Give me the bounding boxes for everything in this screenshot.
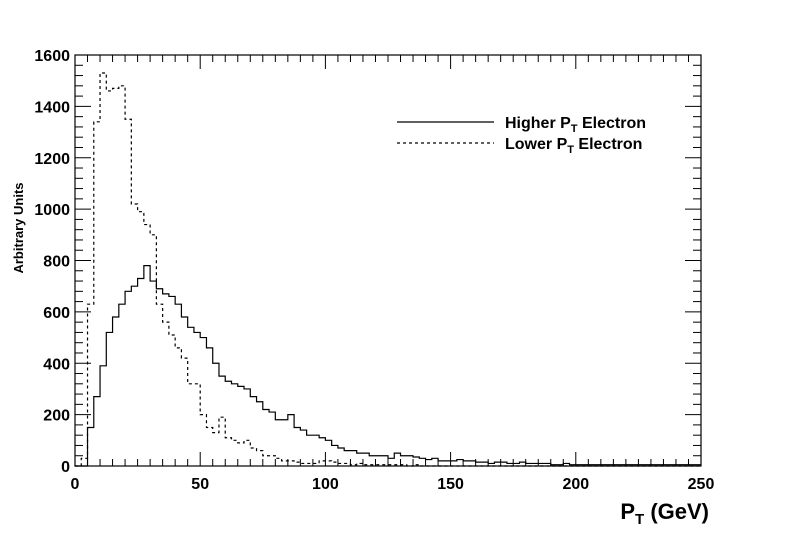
y-tick-label: 1200 (34, 151, 70, 168)
x-axis-title-main: P (620, 499, 635, 524)
x-tick-label: 0 (71, 476, 80, 493)
y-axis-title: Arbitrary Units (11, 182, 26, 273)
y-tick-label: 800 (43, 254, 70, 271)
x-tick-label: 50 (191, 476, 209, 493)
x-tick-label: 250 (688, 476, 715, 493)
y-tick-label: 600 (43, 305, 70, 322)
x-tick-label: 150 (437, 476, 464, 493)
x-tick-labels: 0 50 100 150 200 250 (71, 476, 715, 493)
series-higher-pt-electron (75, 265, 701, 467)
x-axis-title-sub: T (635, 511, 644, 528)
y-tick-label: 1000 (34, 202, 70, 219)
x-axis-title-rest: (GeV) (644, 499, 709, 524)
y-tick-label: 400 (43, 356, 70, 373)
plot-frame (74, 54, 702, 467)
y-tick-label: 0 (61, 459, 70, 476)
y-tick-label: 1400 (34, 99, 70, 116)
x-tick-label: 200 (562, 476, 589, 493)
x-axis-title: PT (GeV) (620, 499, 709, 528)
legend: Higher PT Electron Lower PT Electron (397, 115, 646, 156)
legend-label-higher: Higher PT Electron (505, 115, 646, 135)
y-tick-labels: 0 200 400 600 800 1000 1200 1400 1600 (34, 48, 70, 476)
y-tick-label: 1600 (34, 48, 70, 65)
y-tick-label: 200 (43, 408, 70, 425)
legend-label-lower: Lower PT Electron (505, 136, 642, 156)
x-tick-label: 100 (312, 476, 339, 493)
